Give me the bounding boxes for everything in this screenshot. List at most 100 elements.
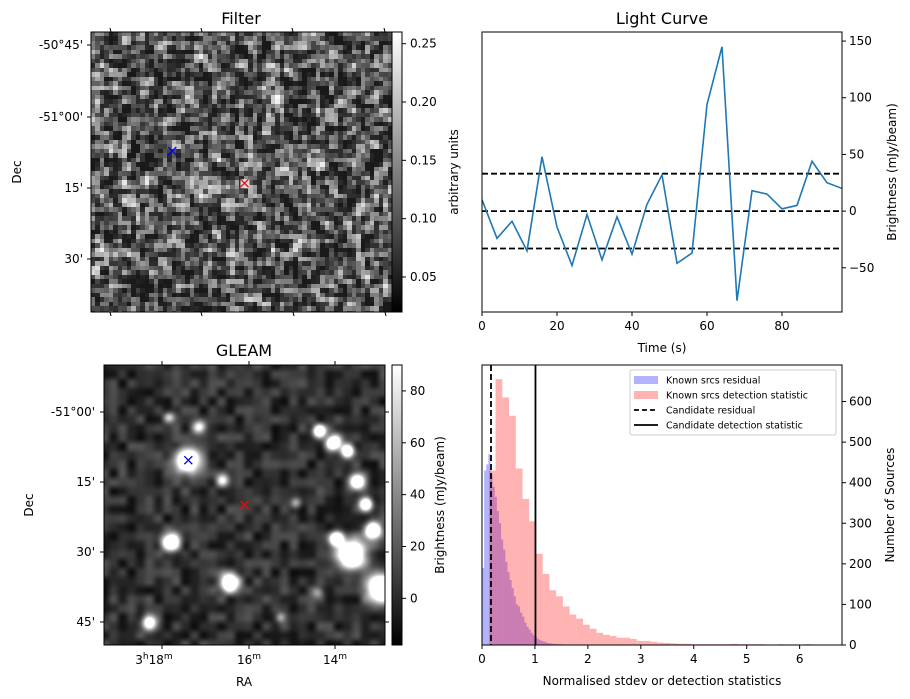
histogram-bar	[509, 580, 512, 645]
filter-colorbar-tick-label: 0.20	[410, 95, 437, 109]
histogram-bar	[623, 637, 631, 645]
histogram-bar	[589, 628, 597, 645]
histogram-bar	[522, 616, 525, 645]
lightcurve-title: Light Curve	[616, 9, 708, 28]
gleam-x-tick-label: 14m	[323, 652, 347, 667]
histogram-bar	[547, 642, 550, 645]
lightcurve-x-ticks: 0 20 40 60 80	[478, 312, 790, 333]
tick-part: 3	[135, 653, 143, 667]
lc-y-tick-label: −50	[849, 261, 874, 275]
gleam-colorbar-label: Brightness (mJy/beam)	[433, 436, 447, 574]
legend-frame	[629, 369, 837, 436]
histogram-bar	[596, 632, 604, 645]
histogram-bar	[609, 636, 617, 645]
filter-colorbar-tick-label: 0.15	[410, 153, 437, 167]
gleam-y-tick-label: 30'	[76, 545, 95, 559]
histogram-bar	[643, 640, 651, 645]
histogram-y-ticks: 0 100 200 300 400 500 600	[842, 395, 872, 652]
histogram-bar	[492, 486, 495, 645]
hist-x-tick-label: 4	[690, 652, 698, 666]
histogram-bar	[513, 596, 516, 645]
lc-x-tick-label: 60	[699, 319, 714, 333]
gleam-x-ticks: 3h18m 16m 14m	[135, 361, 347, 667]
histogram-bar	[524, 622, 527, 645]
histogram-bar	[535, 553, 543, 645]
histogram-bar	[520, 612, 523, 645]
histogram-x-ticks: 0 1 2 3 4 5 6	[478, 645, 803, 666]
histogram-bar	[542, 573, 550, 645]
hist-x-tick-label: 3	[637, 652, 645, 666]
gleam-x-tick-label: 3h18m	[135, 652, 172, 667]
histogram-bar	[554, 643, 557, 645]
lightcurve-y-ticks: −50 0 50 100 150	[842, 34, 874, 275]
histogram-bar	[556, 596, 563, 645]
lc-x-tick-label: 40	[624, 319, 639, 333]
histogram-bar	[501, 539, 504, 645]
gleam-colorbar-ticks: 0 20 40 60 80	[402, 384, 425, 605]
legend-swatch	[634, 391, 658, 399]
hist-y-tick-label: 600	[849, 395, 872, 409]
filter-colorbar	[392, 32, 402, 312]
histogram-bar	[488, 470, 496, 645]
histogram-bar	[509, 415, 516, 645]
histogram-bar	[503, 549, 506, 645]
gleam-colorbar	[392, 365, 402, 645]
gleam-markers	[183, 455, 249, 510]
hist-y-tick-label: 300	[849, 516, 872, 530]
lc-x-tick-label: 0	[478, 319, 486, 333]
gleam-colorbar-tick-label: 20	[410, 539, 425, 553]
histogram-bar	[545, 642, 548, 645]
gleam-y-tick-label: 45'	[76, 615, 95, 629]
histogram-bar	[616, 637, 624, 645]
histogram-bar	[730, 643, 738, 645]
filter-colorbar-ticks: 0.05 0.10 0.15 0.20 0.25	[402, 37, 437, 284]
gleam-colorbar-tick-label: 60	[410, 436, 425, 450]
gleam-x-tick-label: 16m	[237, 652, 261, 667]
tick-part: 14	[323, 653, 338, 667]
histogram-bar	[537, 638, 540, 645]
lightcurve-ylabel: Brightness (mJy/beam)	[885, 103, 899, 241]
filter-title: Filter	[221, 9, 261, 28]
filter-y-ticks: -50°45' -51°00' 15' 30'	[39, 38, 91, 266]
histogram-bar	[496, 511, 499, 645]
histogram-bar	[484, 470, 487, 645]
histogram-bar	[529, 521, 536, 645]
filter-y-tick-label: 15'	[64, 181, 83, 195]
filter-markers	[167, 146, 249, 188]
gleam-colorbar-tick-label: 40	[410, 488, 425, 502]
gleam-colorbar-tick-label: 0	[410, 591, 418, 605]
known-source-marker-icon	[167, 146, 177, 156]
filter-wcs-ticks	[109, 27, 387, 317]
gleam-colorbar-frame	[391, 364, 403, 646]
lc-y-tick-label: 150	[849, 34, 872, 48]
histogram-bar	[543, 641, 546, 645]
histogram-bar	[541, 640, 544, 645]
hist-y-tick-label: 100	[849, 597, 872, 611]
filter-colorbar-tick-label: 0.05	[410, 270, 437, 284]
histogram-bar	[505, 561, 508, 645]
tick-part: 16	[237, 653, 252, 667]
histogram-axes-frame	[481, 364, 843, 646]
histogram-bar	[576, 618, 584, 645]
histogram-bar	[482, 567, 485, 645]
hist-x-tick-label: 0	[478, 652, 486, 666]
legend-swatch	[634, 376, 658, 384]
histogram-bar	[530, 632, 533, 645]
histogram-bar	[549, 643, 552, 645]
histogram-bar	[507, 571, 510, 645]
gleam-y-ticks: -51°00' 15' 30' 45'	[51, 405, 389, 629]
histogram-bar	[677, 643, 684, 645]
histogram-bar	[569, 614, 577, 645]
tick-part: m	[252, 652, 261, 662]
histogram-bar	[650, 641, 657, 645]
histogram-bar	[670, 643, 678, 645]
histogram-bar	[495, 379, 503, 645]
histogram-bar	[515, 604, 518, 645]
legend-label: Candidate detection statistic	[666, 421, 803, 432]
histogram-bar	[528, 629, 531, 645]
histogram-bar	[515, 468, 523, 645]
legend-label: Known srcs detection statistic	[666, 391, 808, 402]
legend-label: Known srcs residual	[666, 376, 760, 387]
hist-x-tick-label: 2	[584, 652, 592, 666]
